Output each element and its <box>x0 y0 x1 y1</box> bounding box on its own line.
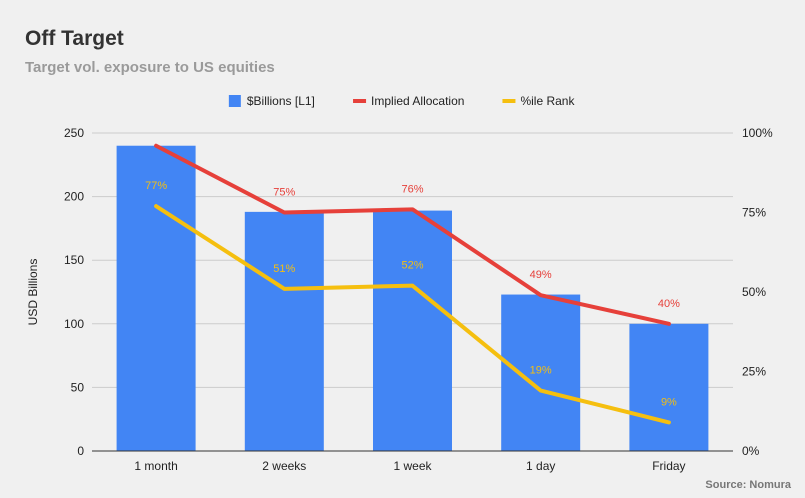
bar <box>373 210 452 451</box>
x-tick-label: Friday <box>652 459 685 473</box>
series-line <box>154 204 671 425</box>
x-tick-label: 2 weeks <box>262 459 306 473</box>
data-label: 76% <box>401 183 423 195</box>
legend-swatch <box>502 99 516 103</box>
bar <box>116 145 196 451</box>
x-tick-label: 1 month <box>134 459 177 473</box>
bar <box>629 323 709 451</box>
bar <box>501 294 581 451</box>
y2-tick-label: 75% <box>742 206 766 220</box>
legend-swatch <box>228 95 241 107</box>
y2-tick-label: 100% <box>742 126 773 140</box>
bar <box>244 211 324 451</box>
legend-label: $Billions [L1] <box>247 94 315 108</box>
legend-label: Implied Allocation <box>371 94 464 108</box>
chart-subtitle: Target vol. exposure to US equities <box>25 59 275 76</box>
y2-tick-label: 25% <box>742 365 766 379</box>
y-tick-label: 100 <box>64 317 84 331</box>
x-tick-label: 1 week <box>393 459 432 473</box>
y2-tick-label: 50% <box>742 285 766 299</box>
y-tick-label: 50 <box>71 380 85 394</box>
y2-tick-label: 0% <box>742 444 760 458</box>
legend-label: %ile Rank <box>520 94 575 108</box>
y-tick-label: 200 <box>64 190 84 204</box>
y-tick-label: 150 <box>64 253 84 267</box>
data-label: 9% <box>661 396 677 408</box>
source-note: Source: Nomura <box>705 479 791 491</box>
data-label: 49% <box>530 269 552 281</box>
y-tick-label: 0 <box>77 444 84 458</box>
series-line <box>154 143 671 326</box>
y-tick-label: 250 <box>64 126 84 140</box>
data-label: 52% <box>401 260 423 272</box>
data-label: 40% <box>658 298 680 310</box>
legend-swatch <box>353 99 367 103</box>
chart-title: Off Target <box>25 27 124 50</box>
data-label: 19% <box>530 365 552 377</box>
y-axis-label: USD Billions <box>26 259 40 326</box>
data-label: 51% <box>273 263 295 275</box>
x-tick-label: 1 day <box>526 459 555 473</box>
data-label: 75% <box>273 187 295 199</box>
data-label: 77% <box>145 180 167 192</box>
